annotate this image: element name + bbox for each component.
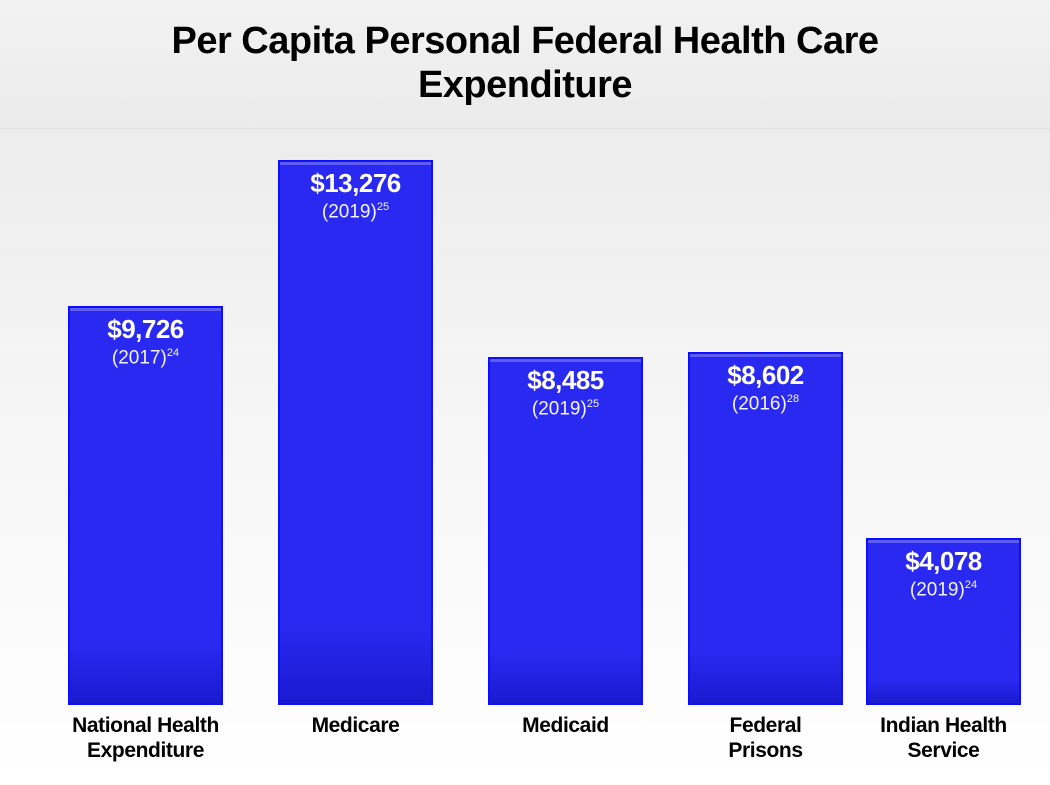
bar-0: $9,726(2017)24National Health Expenditur…	[68, 306, 223, 705]
bar-year-text: (2019)25	[490, 398, 641, 420]
bar-rect: $8,602(2016)28	[688, 352, 843, 705]
bar-year-text: (2017)24	[70, 347, 221, 369]
bar-value-text: $13,276	[280, 168, 431, 199]
bar-rect: $8,485(2019)25	[488, 357, 643, 705]
bar-2: $8,485(2019)25Medicaid	[488, 357, 643, 705]
category-label: Medicare	[247, 713, 464, 738]
bar-value-label: $8,485(2019)25	[490, 365, 641, 420]
chart-page: { "chart": { "type": "bar", "title": "Pe…	[0, 0, 1050, 785]
bar-rect: $9,726(2017)24	[68, 306, 223, 705]
bar-year-text: (2019)24	[868, 579, 1019, 601]
bar-value-label: $8,602(2016)28	[690, 360, 841, 415]
category-label: Medicaid	[457, 713, 674, 738]
bar-year-text: (2019)25	[280, 201, 431, 223]
category-label: National Health Expenditure	[37, 713, 254, 763]
bar-rect: $4,078(2019)24	[866, 538, 1021, 705]
bar-3: $8,602(2016)28Federal Prisons	[688, 352, 843, 705]
title-band: Per Capita Personal Federal Health Care …	[0, 0, 1050, 128]
bar-year-text: (2016)28	[690, 393, 841, 415]
bar-value-text: $9,726	[70, 314, 221, 345]
bar-value-text: $8,602	[690, 360, 841, 391]
bar-value-label: $13,276(2019)25	[280, 168, 431, 223]
bar-value-text: $4,078	[868, 546, 1019, 577]
bar-rect: $13,276(2019)25	[278, 160, 433, 705]
category-label: Indian Health Service	[835, 713, 1050, 763]
bar-4: $4,078(2019)24Indian Health Service	[866, 538, 1021, 705]
bar-value-label: $4,078(2019)24	[868, 546, 1019, 601]
bar-1: $13,276(2019)25Medicare	[278, 160, 433, 705]
bar-value-text: $8,485	[490, 365, 641, 396]
chart-plot-area: $9,726(2017)24National Health Expenditur…	[28, 130, 1028, 705]
chart-title: Per Capita Personal Federal Health Care …	[171, 20, 878, 107]
bar-value-label: $9,726(2017)24	[70, 314, 221, 369]
